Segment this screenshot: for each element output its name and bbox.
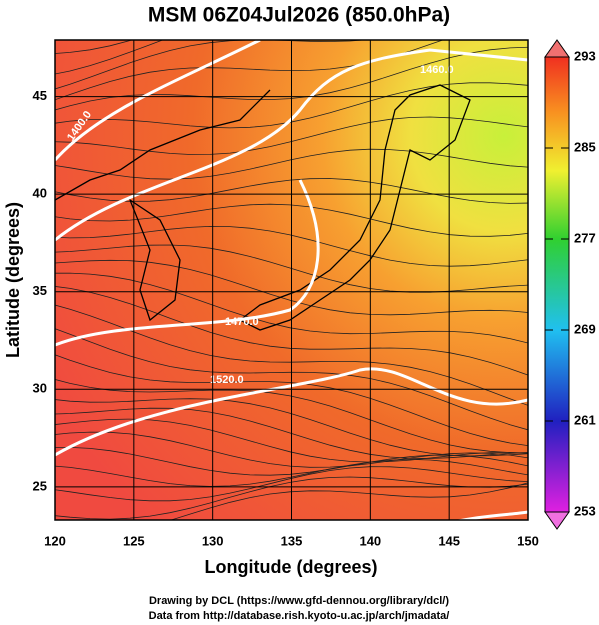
x-tick-label: 135 — [281, 533, 303, 548]
x-tick-label: 150 — [517, 533, 539, 548]
colorbar-under — [544, 511, 570, 530]
streamline — [55, 458, 528, 487]
y-axis-label: Latitude (degrees) — [3, 202, 23, 358]
streamline — [55, 286, 528, 376]
streamline — [55, 82, 528, 129]
streamline — [55, 203, 528, 237]
colorbar-over — [544, 39, 570, 58]
streamline — [55, 272, 528, 344]
streamline — [55, 407, 528, 459]
colorbar-tick-label: 277 — [574, 230, 596, 245]
y-tick-label: 25 — [33, 478, 47, 493]
x-axis-label: Longitude (degrees) — [204, 557, 377, 577]
plot-frame — [54, 39, 529, 521]
streamline — [55, 40, 164, 75]
streamline — [55, 328, 528, 431]
streamline — [55, 379, 528, 454]
contour-label: 1470.0 — [225, 316, 259, 328]
coastline — [55, 84, 471, 331]
streamline — [55, 466, 528, 502]
y-tick-label: 45 — [33, 88, 47, 103]
streamline — [55, 476, 528, 520]
footer-line: Drawing by DCL (https://www.gfd-dennou.o… — [149, 595, 449, 607]
streamline — [55, 225, 528, 267]
streamline — [55, 418, 528, 463]
streamline — [55, 116, 528, 155]
streamline — [55, 431, 528, 468]
y-tick-label: 35 — [33, 283, 47, 298]
x-tick-label: 125 — [123, 533, 145, 548]
colorbar-tick-label: 285 — [574, 139, 596, 154]
streamline — [55, 446, 528, 476]
colorbar-tick-label: 269 — [574, 321, 596, 336]
y-tick-label: 30 — [33, 381, 47, 396]
streamline — [55, 40, 133, 54]
streamline — [55, 354, 528, 447]
colorbar — [544, 56, 570, 513]
x-tick-label: 145 — [438, 533, 460, 548]
streamline — [55, 304, 528, 406]
streamline — [169, 482, 528, 520]
y-tick-label: 40 — [33, 186, 47, 201]
colorbar-tick-label: 261 — [574, 412, 596, 427]
x-tick-label: 130 — [202, 533, 224, 548]
streamline — [55, 40, 444, 101]
contour-label: 1520.0 — [210, 374, 244, 386]
streamline — [55, 178, 528, 204]
contour-label: 1460.0 — [420, 64, 454, 76]
colorbar-tick-label: 253 — [574, 503, 596, 518]
colorbar-tick-label: 293 — [574, 48, 596, 63]
streamline — [55, 148, 528, 180]
x-tick-label: 140 — [359, 533, 381, 548]
streamline — [55, 46, 528, 111]
footer-line: Data from http://database.rish.kyoto-u.a… — [149, 610, 450, 622]
x-tick-label: 120 — [44, 533, 66, 548]
title: MSM 06Z04Jul2026 (850.0hPa) — [148, 4, 450, 27]
